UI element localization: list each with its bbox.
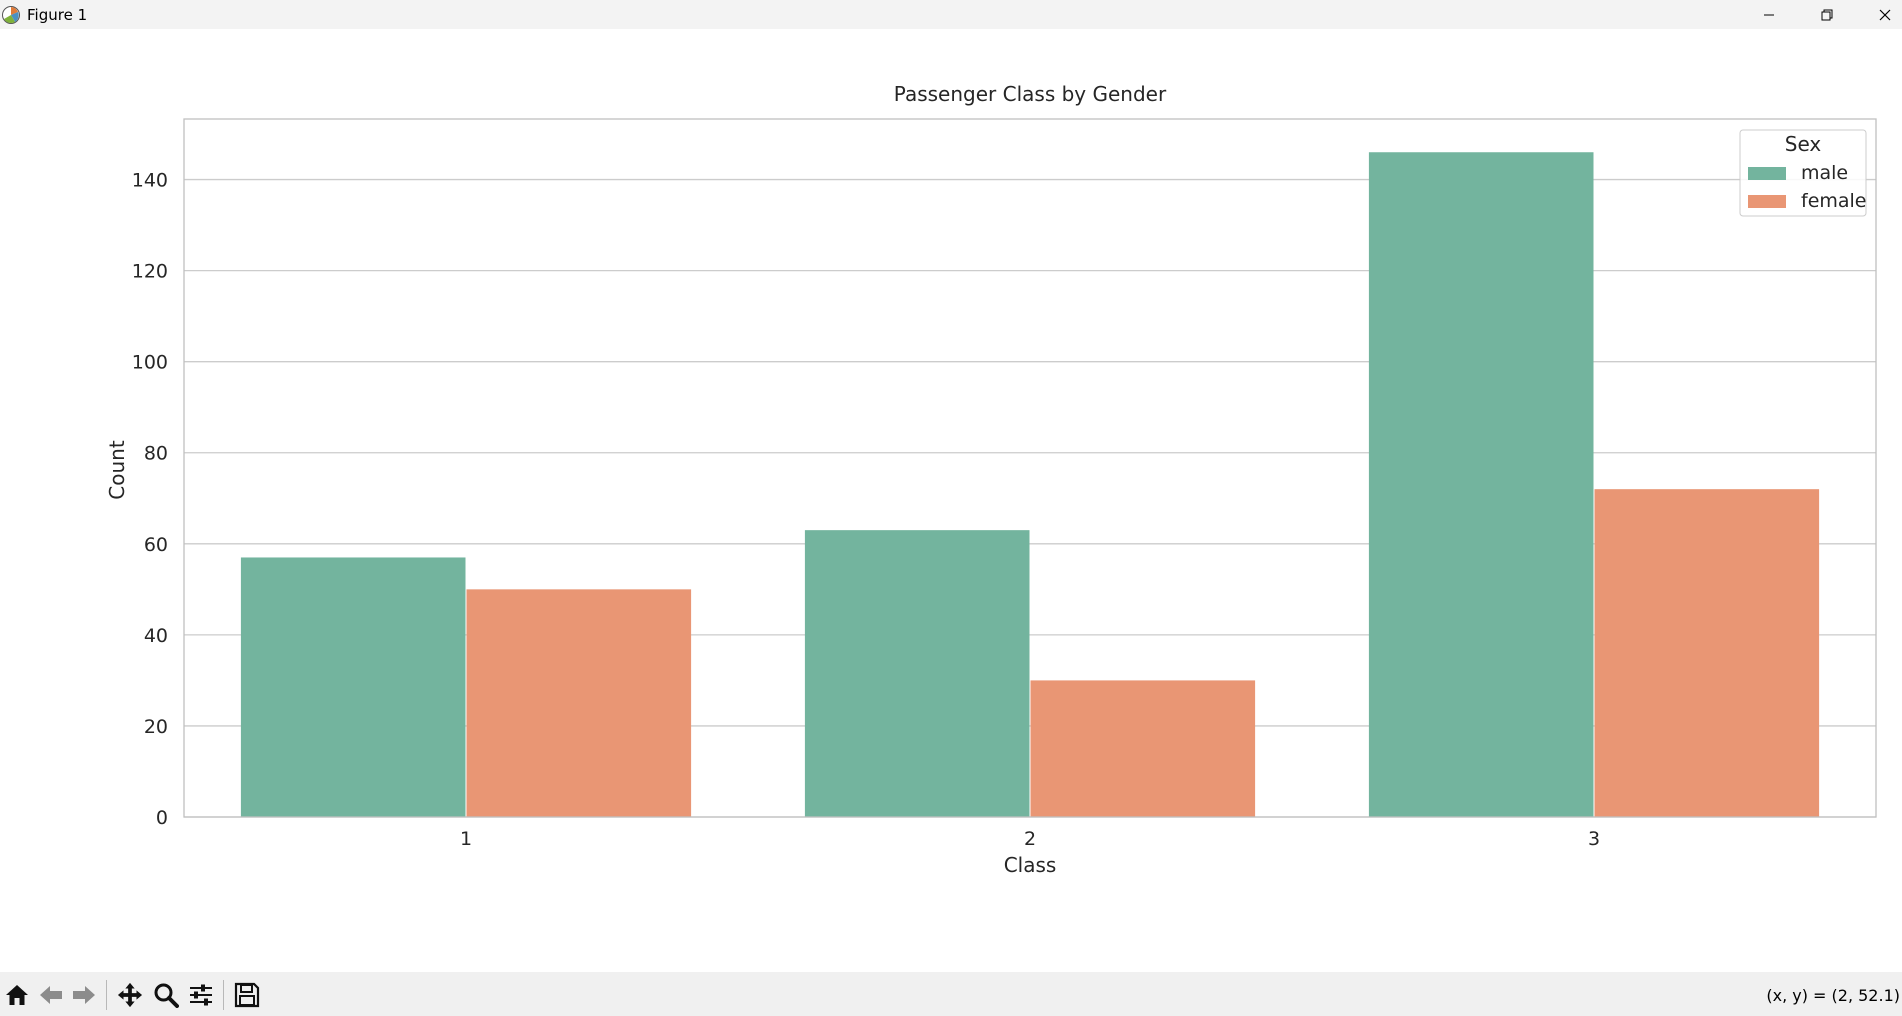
legend: Sex male female: [1739, 129, 1867, 217]
window-title: Figure 1: [27, 6, 88, 24]
navigation-toolbar: (x, y) = (2, 52.1): [0, 972, 1902, 1016]
bar-female-class-3: [1594, 489, 1820, 817]
y-tick-label: 140: [132, 170, 168, 192]
minimize-icon: [1764, 14, 1774, 15]
home-button[interactable]: [4, 982, 30, 1008]
save-icon: [234, 982, 260, 1008]
close-button[interactable]: [1862, 0, 1902, 29]
figure-canvas[interactable]: 0 20 40 60 80 100 120 140 1 2 3 Passenger Class b…: [0, 29, 1902, 972]
x-tick-label: 2: [1024, 828, 1036, 850]
restore-button[interactable]: [1804, 0, 1850, 29]
back-arrow-icon: [40, 986, 62, 1004]
forward-arrow-icon: [73, 986, 95, 1004]
x-tick-labels: 1 2 3: [460, 828, 1600, 850]
forward-button[interactable]: [71, 982, 97, 1008]
legend-title: Sex: [1785, 132, 1822, 156]
back-button[interactable]: [38, 982, 64, 1008]
legend-box: [1739, 129, 1867, 217]
restore-icon: [1821, 9, 1833, 20]
zoom-icon: [154, 983, 179, 1008]
y-tick-label: 40: [144, 625, 168, 647]
y-tick-label: 120: [132, 261, 168, 283]
gridlines: [184, 178, 1876, 818]
pan-button[interactable]: [117, 982, 143, 1008]
bar-chart: 0 20 40 60 80 100 120 140 1 2 3 Passenger Class b…: [105, 82, 1877, 877]
cursor-coordinates: (x, y) = (2, 52.1): [1766, 986, 1900, 1005]
save-button[interactable]: [234, 982, 260, 1008]
y-tick-label: 100: [132, 352, 168, 374]
bar-female-class-1: [466, 589, 692, 817]
zoom-button[interactable]: [153, 982, 179, 1008]
y-tick-label: 0: [156, 807, 168, 829]
legend-swatch-male: [1748, 167, 1786, 180]
home-icon: [6, 985, 28, 1005]
toolbar-separator: [106, 980, 107, 1010]
matplotlib-app-icon: [2, 6, 20, 24]
bar-male-class-2: [804, 530, 1030, 817]
bar-female-class-2: [1030, 680, 1256, 817]
legend-label-female: female: [1801, 190, 1867, 212]
window-title-bar: Figure 1: [0, 0, 1902, 29]
minimize-button[interactable]: [1746, 0, 1792, 29]
x-axis-label: Class: [1004, 853, 1057, 877]
y-axis-label: Count: [105, 440, 129, 500]
x-tick-label: 3: [1588, 828, 1600, 850]
pan-icon: [117, 982, 143, 1008]
toolbar-separator: [223, 980, 224, 1010]
chart-title: Passenger Class by Gender: [894, 82, 1167, 106]
bar-male-class-3: [1368, 152, 1594, 817]
y-tick-label: 60: [144, 534, 168, 556]
x-tick-label: 1: [460, 828, 472, 850]
configure-subplots-icon: [190, 984, 212, 1006]
y-tick-label: 80: [144, 443, 168, 465]
legend-swatch-female: [1748, 195, 1786, 208]
y-tick-labels: 0 20 40 60 80 100 120 140: [132, 170, 168, 829]
bars: [240, 152, 1820, 817]
axes-frame: [183, 118, 1877, 818]
bar-male-class-1: [240, 557, 466, 817]
close-icon: [1879, 9, 1891, 20]
configure-subplots-button[interactable]: [188, 982, 214, 1008]
legend-label-male: male: [1801, 162, 1848, 184]
y-tick-label: 20: [144, 716, 168, 738]
